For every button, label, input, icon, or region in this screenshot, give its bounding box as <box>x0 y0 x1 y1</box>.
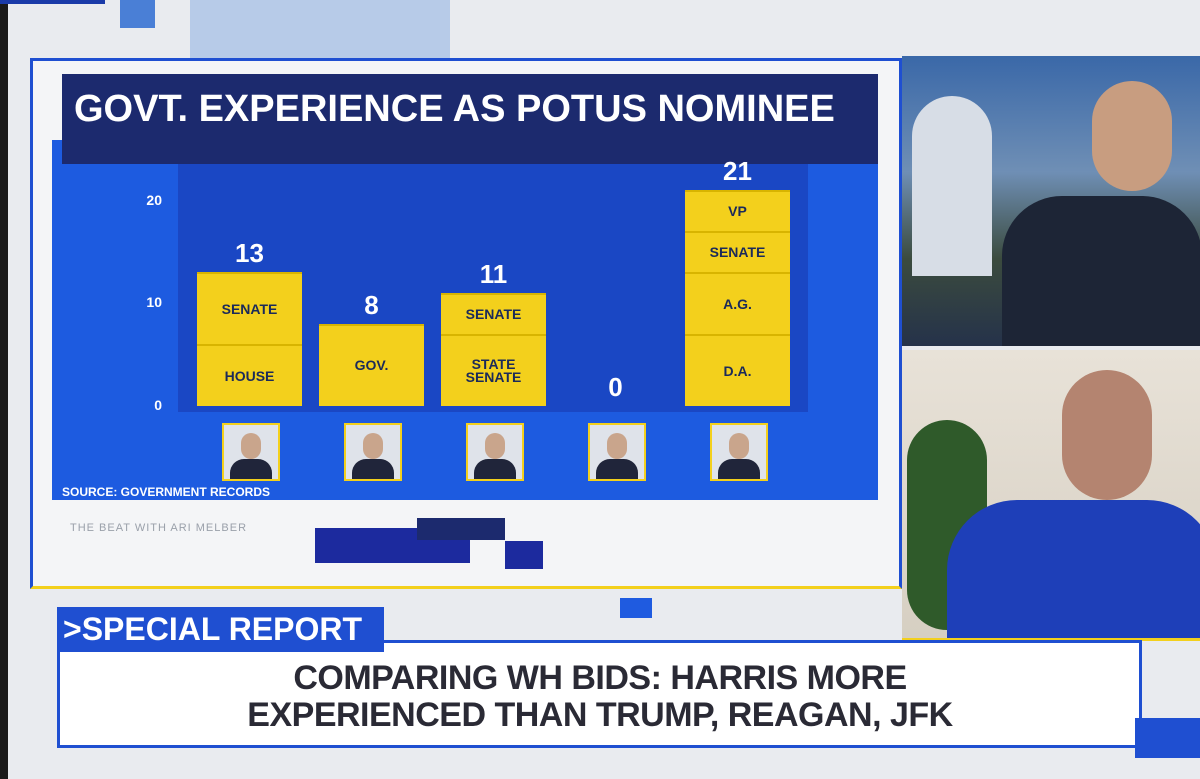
photo-body <box>474 459 516 479</box>
segment-label: GOV. <box>354 357 389 374</box>
photo <box>344 423 402 481</box>
bezel <box>0 0 8 779</box>
bar-total: 8 <box>364 289 379 320</box>
photo <box>466 423 524 481</box>
deco <box>417 518 505 540</box>
photo-body <box>596 459 638 479</box>
bar-segment: A.G. <box>685 272 790 335</box>
bar-baseline <box>0 0 105 4</box>
guest-head <box>1062 370 1152 500</box>
tag: >SPECIAL REPORT <box>57 607 384 652</box>
photo <box>710 423 768 481</box>
host-head <box>1092 81 1172 191</box>
bar-segment: SENATE <box>685 231 790 273</box>
video-guest <box>902 350 1200 641</box>
segment-label: SENATE <box>465 306 522 323</box>
source: SOURCE: GOVERNMENT RECORDS <box>62 485 271 499</box>
photo-head <box>241 433 261 459</box>
photo <box>588 423 646 481</box>
deco <box>1135 718 1200 758</box>
photo <box>222 423 280 481</box>
ticker: THE BEAT WITH ARI MELBER <box>70 522 248 534</box>
host-body <box>1002 196 1200 346</box>
bar-segment: VP <box>685 190 790 232</box>
bar-total: 13 <box>235 238 264 269</box>
lower-third <box>57 640 1142 748</box>
bar-segment: D.A. <box>685 334 790 406</box>
segment-label: VP <box>728 203 747 220</box>
capitol <box>912 96 992 276</box>
bar-segment: SENATE <box>441 293 546 335</box>
deco <box>505 541 543 569</box>
photo-head <box>363 433 383 459</box>
bar-total: 11 <box>479 259 508 289</box>
y-tick-label: 0 <box>154 397 162 413</box>
bar-segment: GOV. <box>319 323 424 406</box>
segment-label: D.A. <box>723 362 752 379</box>
headline: COMPARING WH BIDS: HARRIS MORE EXPERIENC… <box>60 660 1140 734</box>
photo-head <box>729 433 749 459</box>
deco <box>620 598 652 618</box>
photo-body <box>352 459 394 479</box>
photo-body <box>718 459 760 479</box>
y-tick-label: 20 <box>146 191 162 208</box>
segment-label: A.G. <box>723 295 752 312</box>
segment-label: HOUSE <box>224 367 275 384</box>
headline-line: EXPERIENCED THAN TRUMP, REAGAN, JFK <box>247 696 953 734</box>
photo-body <box>230 459 272 479</box>
bar-segment: STATE SENATE <box>441 334 546 406</box>
photo-head <box>485 433 505 459</box>
bar-segment: SENATE <box>197 272 302 345</box>
y-tick-label: 10 <box>146 294 162 311</box>
video-host <box>902 56 1200 346</box>
segment-label: SENATE <box>221 300 278 317</box>
photo-head <box>607 433 627 459</box>
bar-total: 0 <box>608 372 623 402</box>
segment-label: STATE SENATE <box>465 356 522 386</box>
bar-segment: HOUSE <box>197 344 302 406</box>
segment-label: SENATE <box>709 244 766 261</box>
deco <box>120 0 155 28</box>
guest-body <box>947 500 1200 638</box>
chart-title: GOVT. EXPERIENCE AS POTUS NOMINEE <box>62 74 878 164</box>
bar-total: 21 <box>723 156 752 187</box>
headline-line: COMPARING WH BIDS: HARRIS MORE <box>293 659 907 697</box>
